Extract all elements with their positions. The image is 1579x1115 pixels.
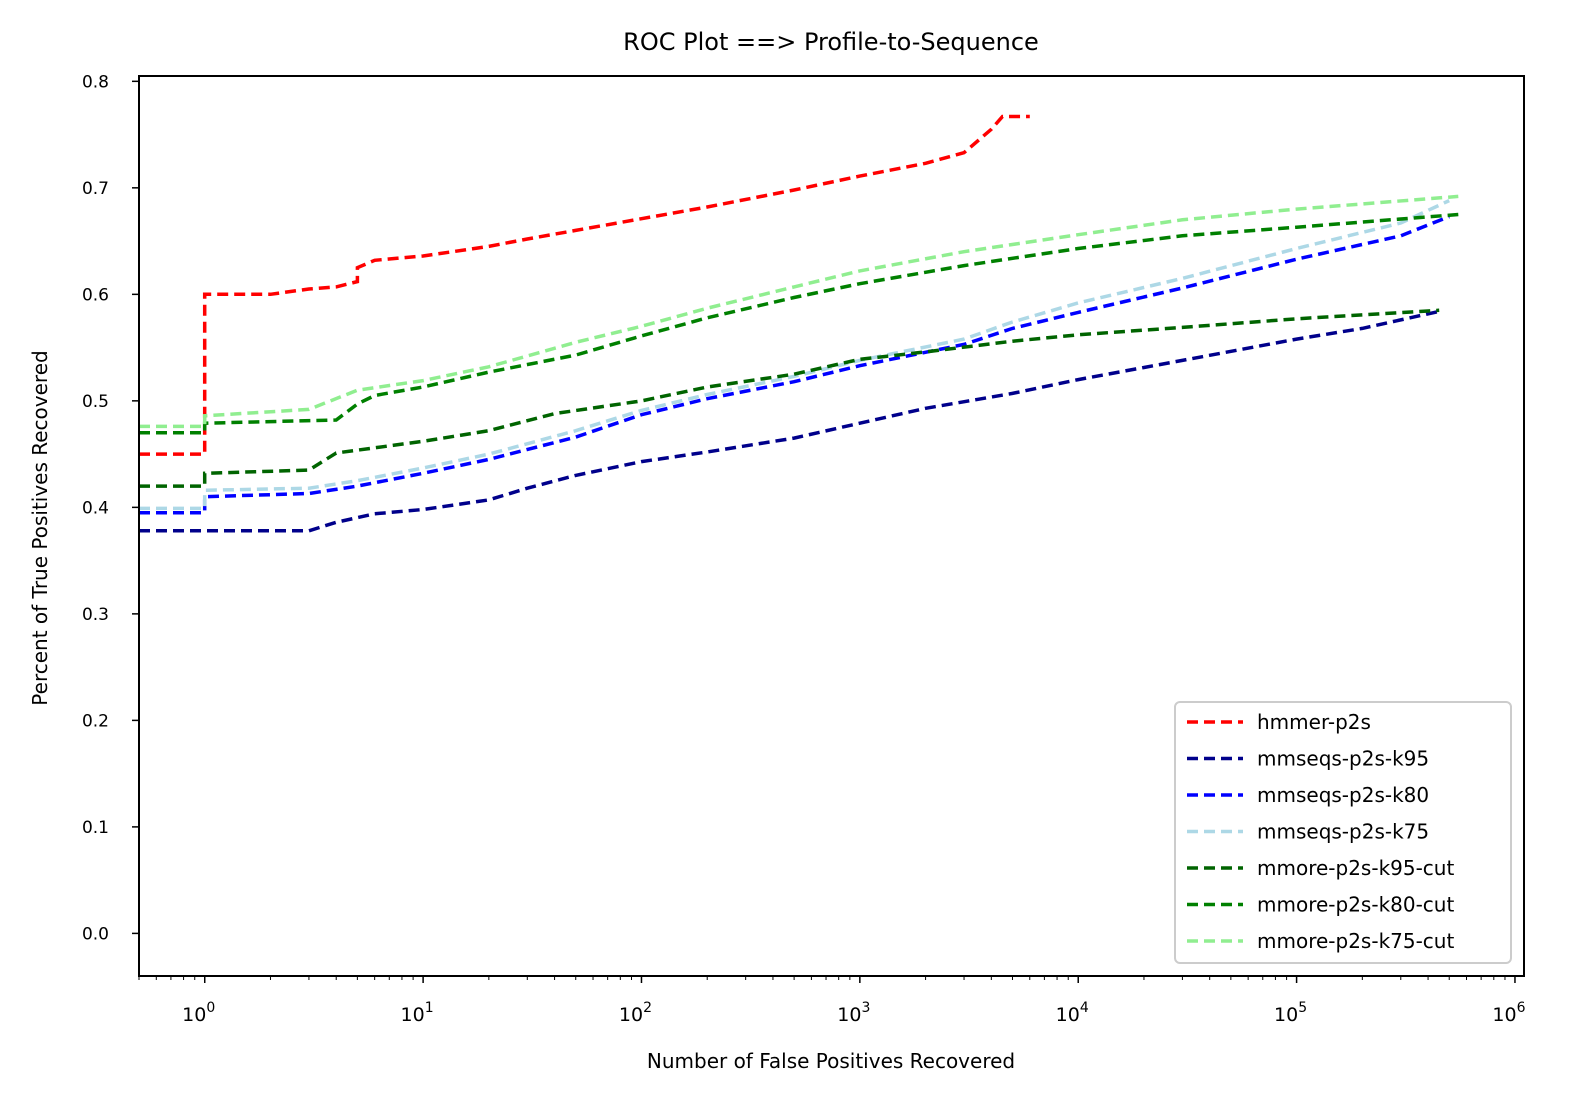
legend: hmmer-p2s mmseqs-p2s-k95 mmseqs-p2s-k80 mms… xyxy=(1174,701,1512,964)
legend-label: mmore-p2s-k80-cut xyxy=(1257,893,1454,917)
x-tick-exponent: 2 xyxy=(643,1000,652,1016)
x-tick-label: 103 xyxy=(837,1000,870,1026)
y-tick-label: 0.7 xyxy=(82,179,109,199)
x-tick-exponent: 0 xyxy=(206,1000,215,1016)
series-line-mmseqs-p2s-k80 xyxy=(139,214,1450,515)
x-tick-label: 105 xyxy=(1274,1000,1307,1026)
x-tick-base: 10 xyxy=(1492,1004,1516,1026)
series-line-hmmer-p2s xyxy=(139,114,1030,456)
legend-label: mmseqs-p2s-k80 xyxy=(1257,783,1429,807)
x-tick-base: 10 xyxy=(619,1004,643,1026)
x-tick-exponent: 3 xyxy=(861,1000,870,1016)
legend-label: mmseqs-p2s-k75 xyxy=(1257,820,1429,844)
legend-label: mmore-p2s-k95-cut xyxy=(1257,856,1454,880)
x-tick-base: 10 xyxy=(1274,1004,1298,1026)
legend-label: hmmer-p2s xyxy=(1257,710,1371,734)
y-tick-label: 0.3 xyxy=(82,605,109,625)
x-tick-label: 101 xyxy=(401,1000,434,1026)
x-tick-label: 104 xyxy=(1056,1000,1089,1026)
x-tick-label: 106 xyxy=(1492,1000,1525,1026)
x-tick-exponent: 6 xyxy=(1517,1000,1526,1016)
y-axis-label: Percent of True Positives Recovered xyxy=(28,350,52,705)
series-line-mmore-p2s-k75-cut xyxy=(139,194,1459,429)
x-tick-base: 10 xyxy=(1056,1004,1080,1026)
y-tick-label: 0.4 xyxy=(82,498,109,518)
y-tick-label: 0.1 xyxy=(82,818,109,838)
x-axis-label: Number of False Positives Recovered xyxy=(647,1049,1015,1073)
x-tick-exponent: 1 xyxy=(425,1000,434,1016)
x-tick-exponent: 5 xyxy=(1298,1000,1307,1016)
legend-frame xyxy=(1174,701,1512,964)
x-tick-base: 10 xyxy=(182,1004,206,1026)
series-line-mmore-p2s-k80-cut xyxy=(139,212,1459,435)
x-tick-base: 10 xyxy=(837,1004,861,1026)
y-tick-label: 0.2 xyxy=(82,711,109,731)
y-tick-label: 0.0 xyxy=(82,924,109,944)
plot-frame xyxy=(138,75,1525,977)
plot-area xyxy=(139,114,1459,533)
series-line-mmseqs-p2s-k75 xyxy=(139,199,1450,511)
legend-label: mmore-p2s-k75-cut xyxy=(1257,929,1454,953)
chart-title: ROC Plot ==> Profile-to-Sequence xyxy=(623,28,1039,56)
x-tick-exponent: 4 xyxy=(1080,1000,1089,1016)
y-tick-label: 0.8 xyxy=(82,72,109,92)
legend-label: mmseqs-p2s-k95 xyxy=(1257,747,1429,771)
y-tick-label: 0.6 xyxy=(82,285,109,305)
x-tick-label: 100 xyxy=(182,1000,215,1026)
x-tick-base: 10 xyxy=(401,1004,425,1026)
y-tick-label: 0.5 xyxy=(82,392,109,412)
series-line-mmseqs-p2s-k95 xyxy=(139,309,1440,533)
x-tick-label: 102 xyxy=(619,1000,652,1026)
